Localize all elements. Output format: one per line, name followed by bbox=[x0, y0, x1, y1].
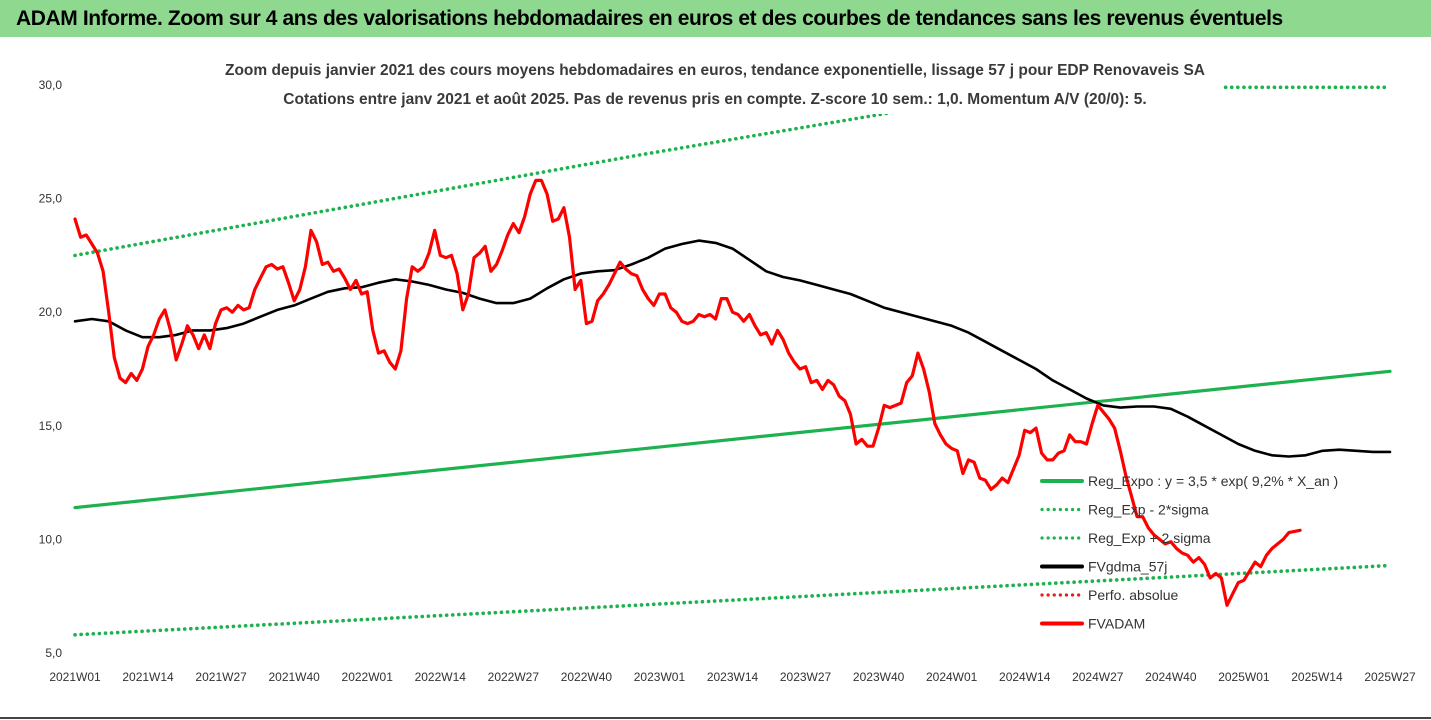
series-line-1 bbox=[73, 563, 1392, 637]
x-tick-label: 2025W14 bbox=[1291, 670, 1343, 684]
report-banner: ADAM Informe. Zoom sur 4 ans des valoris… bbox=[0, 0, 1431, 37]
x-tick-label: 2024W40 bbox=[1145, 670, 1197, 684]
x-tick-label: 2023W27 bbox=[780, 670, 832, 684]
y-tick-label: 10,0 bbox=[39, 532, 63, 546]
legend-label-3: FVgdma_57j bbox=[1088, 559, 1167, 575]
legend-label-0: Reg_Expo : y = 3,5 * exp( 9,2% * X_an ) bbox=[1088, 473, 1338, 489]
y-tick-label: 30,0 bbox=[39, 78, 63, 92]
x-tick-label: 2021W27 bbox=[195, 670, 247, 684]
x-tick-label: 2022W14 bbox=[415, 670, 467, 684]
x-tick-label: 2024W14 bbox=[999, 670, 1051, 684]
line-chart: Zoom depuis janvier 2021 des cours moyen… bbox=[0, 47, 1431, 719]
series-line-3 bbox=[73, 239, 1392, 458]
legend-label-2: Reg_Exp + 2 sigma bbox=[1088, 530, 1211, 546]
title-background bbox=[208, 47, 1223, 114]
y-axis: 30,0 25,0 20,0 15,0 10,0 5,0 bbox=[39, 78, 63, 660]
x-tick-label: 2021W01 bbox=[49, 670, 101, 684]
legend-label-4: Perfo. absolue bbox=[1088, 587, 1178, 603]
y-tick-label: 15,0 bbox=[39, 419, 63, 433]
x-tick-label: 2022W01 bbox=[342, 670, 394, 684]
x-tick-label: 2022W40 bbox=[561, 670, 613, 684]
series-line-5 bbox=[73, 178, 1302, 607]
x-tick-label: 2023W01 bbox=[634, 670, 686, 684]
x-tick-label: 2024W27 bbox=[1072, 670, 1124, 684]
x-tick-label: 2022W27 bbox=[488, 670, 540, 684]
legend: Reg_Expo : y = 3,5 * exp( 9,2% * X_an ) R… bbox=[1040, 473, 1338, 632]
x-tick-label: 2023W14 bbox=[707, 670, 759, 684]
x-axis: 2021W01 2021W14 2021W27 2021W40 2022W01 2022W… bbox=[49, 670, 1416, 684]
x-tick-label: 2025W27 bbox=[1364, 670, 1416, 684]
series-line-0 bbox=[73, 369, 1392, 510]
x-tick-label: 2021W40 bbox=[268, 670, 320, 684]
legend-label-1: Reg_Exp - 2*sigma bbox=[1088, 502, 1209, 518]
chart-subtitle: Cotations entre janv 2021 et août 2025. … bbox=[283, 91, 1146, 108]
x-tick-label: 2023W40 bbox=[853, 670, 905, 684]
x-tick-label: 2025W01 bbox=[1218, 670, 1270, 684]
y-tick-label: 25,0 bbox=[39, 192, 63, 206]
legend-label-5: FVADAM bbox=[1088, 616, 1145, 632]
y-tick-label: 5,0 bbox=[45, 646, 62, 660]
chart-title: Zoom depuis janvier 2021 des cours moyen… bbox=[225, 62, 1205, 79]
series-line-2 bbox=[73, 85, 1392, 258]
x-tick-label: 2021W14 bbox=[122, 670, 174, 684]
y-tick-label: 20,0 bbox=[39, 305, 63, 319]
chart-area: Zoom depuis janvier 2021 des cours moyen… bbox=[0, 37, 1431, 720]
x-tick-label: 2024W01 bbox=[926, 670, 978, 684]
series-layer bbox=[73, 85, 1392, 637]
